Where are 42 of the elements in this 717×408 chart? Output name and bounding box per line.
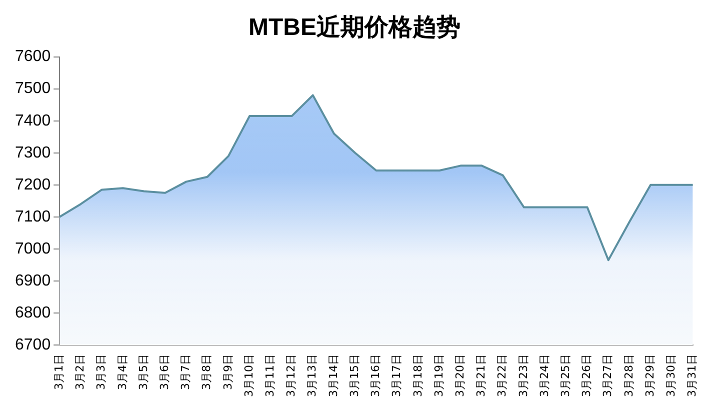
x-tick-label: 3月12日 [284, 354, 298, 398]
x-tick-label: 3月5日 [136, 354, 150, 390]
x-tick-label: 3月28日 [622, 354, 636, 398]
chart-title: MTBE近期价格趋势 [248, 14, 460, 42]
x-tick-label: 3月9日 [221, 354, 234, 390]
x-tick-label: 3月30日 [664, 354, 678, 398]
x-tick-label: 3月26日 [580, 354, 594, 398]
y-tick-label: 6700 [15, 336, 51, 354]
x-tick-label: 3月24日 [538, 354, 551, 398]
y-tick-label: 7600 [15, 48, 51, 66]
x-tick-label: 3月15日 [348, 354, 361, 398]
x-tick-label: 3月8日 [200, 354, 214, 390]
y-tick-label: 7200 [15, 176, 51, 194]
x-tick-label: 3月18日 [411, 354, 424, 398]
x-tick-label: 3月31日 [686, 354, 699, 398]
x-tick-label: 3月3日 [94, 354, 108, 390]
x-tick-label: 3月11日 [264, 354, 277, 398]
y-tick-label: 7100 [15, 208, 51, 226]
x-tick-label: 3月25日 [559, 354, 572, 398]
y-tick-label: 7500 [15, 80, 51, 98]
y-tick-label: 6900 [15, 272, 51, 290]
x-tick-label: 3月21日 [474, 354, 488, 398]
x-tick-label: 3月19日 [432, 354, 446, 398]
x-tick-label: 3月22日 [496, 354, 509, 398]
x-tick-label: 3月14日 [326, 354, 340, 398]
x-tick-label: 3月10日 [242, 354, 256, 398]
x-tick-label: 3月1日 [52, 354, 66, 390]
y-tick-label: 6800 [15, 304, 51, 322]
x-tick-label: 3月23日 [516, 354, 530, 398]
x-tick-label: 3月4日 [116, 354, 129, 390]
x-tick-label: 3月2日 [74, 354, 87, 390]
y-tick-label: 7300 [15, 144, 51, 162]
y-tick-label: 7000 [15, 240, 51, 258]
x-tick-label: 3月13日 [306, 354, 319, 398]
y-tick-label: 7400 [15, 112, 51, 130]
x-tick-label: 3月29日 [643, 354, 656, 398]
x-tick-label: 3月6日 [158, 354, 171, 390]
x-tick-label: 3月16日 [369, 354, 382, 398]
x-tick-label: 3月17日 [390, 354, 404, 398]
x-tick-label: 3月27日 [601, 354, 614, 398]
x-tick-label: 3月20日 [453, 354, 466, 398]
x-tick-label: 3月7日 [179, 354, 192, 390]
